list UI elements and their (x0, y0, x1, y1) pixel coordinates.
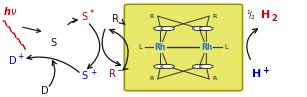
Text: +: + (262, 66, 269, 75)
Text: D: D (41, 86, 49, 96)
Text: R: R (150, 76, 154, 81)
Text: S: S (51, 38, 57, 48)
Text: L: L (139, 45, 142, 51)
Text: S: S (81, 12, 87, 22)
Text: 2: 2 (271, 14, 277, 23)
FancyBboxPatch shape (124, 4, 243, 91)
Text: −: − (117, 66, 123, 75)
Text: Rh: Rh (201, 43, 212, 52)
Text: +: + (90, 68, 96, 77)
Text: Rh: Rh (155, 43, 166, 52)
Text: S: S (81, 71, 87, 81)
Circle shape (161, 26, 174, 31)
Text: H: H (261, 10, 270, 20)
Text: R: R (112, 14, 119, 24)
Circle shape (192, 26, 206, 31)
Text: *: * (90, 9, 94, 18)
Text: R: R (150, 14, 154, 19)
Circle shape (161, 64, 174, 69)
Circle shape (154, 26, 167, 31)
Text: D: D (9, 56, 17, 66)
Circle shape (200, 26, 213, 31)
Text: $\nu$: $\nu$ (10, 7, 17, 17)
Circle shape (192, 64, 206, 69)
Text: L: L (224, 45, 228, 51)
Text: +: + (17, 52, 24, 61)
Circle shape (200, 64, 213, 69)
Text: R: R (109, 69, 115, 79)
Text: h: h (4, 7, 11, 17)
Text: H: H (252, 69, 261, 79)
Circle shape (154, 64, 167, 69)
Text: R: R (213, 14, 217, 19)
Text: R: R (213, 76, 217, 81)
Text: $^1\!/_{\!2}$: $^1\!/_{\!2}$ (246, 8, 255, 22)
